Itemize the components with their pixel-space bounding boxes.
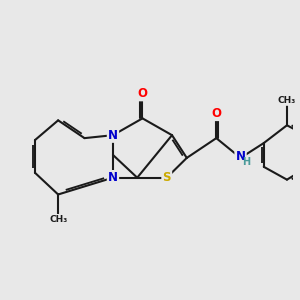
Text: CH₃: CH₃	[278, 96, 296, 105]
Text: H: H	[242, 157, 250, 167]
Text: N: N	[108, 171, 118, 184]
Text: S: S	[163, 171, 171, 184]
Text: N: N	[108, 129, 118, 142]
Text: N: N	[236, 150, 246, 163]
Text: CH₃: CH₃	[49, 215, 67, 224]
Text: O: O	[211, 107, 221, 120]
Text: O: O	[137, 87, 148, 100]
